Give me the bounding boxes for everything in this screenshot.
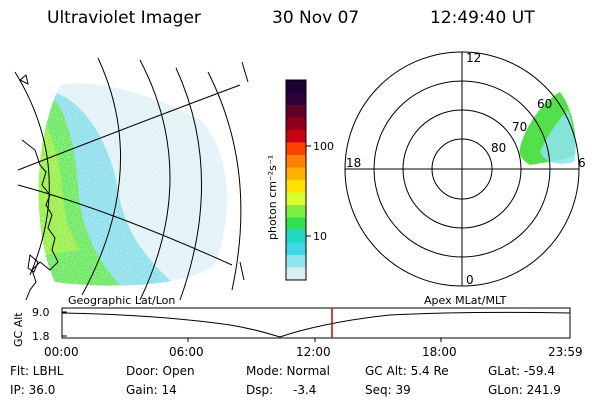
mode-label: Mode: Normal [246, 364, 330, 378]
coastline [21, 139, 59, 301]
timeline-axis-title: GC Alt [12, 312, 25, 347]
timeline-ymin: 1.8 [32, 330, 50, 343]
x-tick-1800: 18:00 [422, 345, 457, 359]
date-label: 30 Nov 07 [272, 8, 360, 28]
colorbar-swatch [286, 217, 306, 231]
colorbar-tick-10: 10 [313, 230, 327, 243]
ip-label: IP: 36.0 [10, 383, 56, 397]
colorbar-swatch [286, 155, 306, 168]
colorbar-swatch [286, 255, 306, 268]
gain-label: Gain: 14 [126, 383, 177, 397]
colorbar-swatch [286, 92, 306, 106]
geographic-map-panel [14, 57, 249, 301]
colorbar-swatch [286, 80, 306, 93]
timeline-ymax: 9.0 [32, 306, 50, 319]
lat-label-80: 80 [491, 141, 506, 155]
timeline-left-label: Geographic Lat/Lon [68, 294, 175, 307]
lat-arc-1 [14, 71, 50, 276]
gc-alt-label: GC Alt: 5.4 Re [365, 364, 449, 378]
altitude-curve [61, 311, 571, 338]
x-tick-2359: 23:59 [548, 345, 583, 359]
colorbar-swatch [286, 242, 306, 256]
lon-line-2 [17, 184, 233, 266]
colorbar-swatch [286, 267, 306, 281]
colorbar-swatch [286, 130, 306, 143]
glat-label: GLat: -59.4 [488, 364, 555, 378]
lon-line-1 [17, 84, 241, 171]
colorbar-swatch [286, 192, 306, 206]
colorbar-unit-label: photon cm⁻²s⁻¹ [266, 155, 279, 240]
mlt-label-0: 0 [466, 273, 474, 287]
colorbar-swatch [286, 117, 306, 131]
lat-arc-2 [81, 57, 121, 296]
mlt-label-6: 6 [578, 156, 586, 170]
polar-mlt-plot: 12 18 6 0 60 70 80 [344, 51, 586, 287]
x-tick-0600: 06:00 [169, 345, 204, 359]
mlt-label-18: 18 [346, 156, 361, 170]
x-tick-0000: 00:00 [44, 345, 79, 359]
colorbar-swatch [286, 105, 306, 118]
timeline-right-label: Apex MLat/MLT [424, 294, 507, 307]
lat-label-70: 70 [512, 120, 527, 134]
door-label: Door: Open [126, 364, 195, 378]
colorbar-swatch [286, 180, 306, 193]
altitude-timeline: Geographic Lat/Lon Apex MLat/MLT GC Alt … [12, 294, 583, 359]
colorbar-swatch [286, 230, 306, 243]
dsp-label: Dsp: [246, 383, 274, 397]
lat-arc-4 [175, 67, 202, 301]
glon-label: GLon: 241.9 [488, 383, 561, 397]
colorbar-swatch [286, 142, 306, 156]
lat-arc-3 [139, 59, 171, 301]
instrument-title: Ultraviolet Imager [47, 8, 201, 28]
time-label: 12:49:40 UT [430, 8, 535, 28]
mlt-label-12: 12 [466, 51, 481, 65]
filter-label: Flt: LBHL [10, 364, 64, 378]
colorbar-swatch [286, 167, 306, 181]
lat-label-60: 60 [537, 97, 552, 111]
colorbar-swatch [286, 205, 306, 218]
colorbar-tick-100: 100 [313, 140, 334, 153]
colorbar: 100 10 photon cm⁻²s⁻¹ [266, 79, 334, 281]
x-tick-1200: 12:00 [296, 345, 331, 359]
lat-arc-5 [207, 71, 242, 291]
seq-label: Seq: 39 [365, 383, 411, 397]
dsp-value: -3.4 [293, 383, 317, 397]
